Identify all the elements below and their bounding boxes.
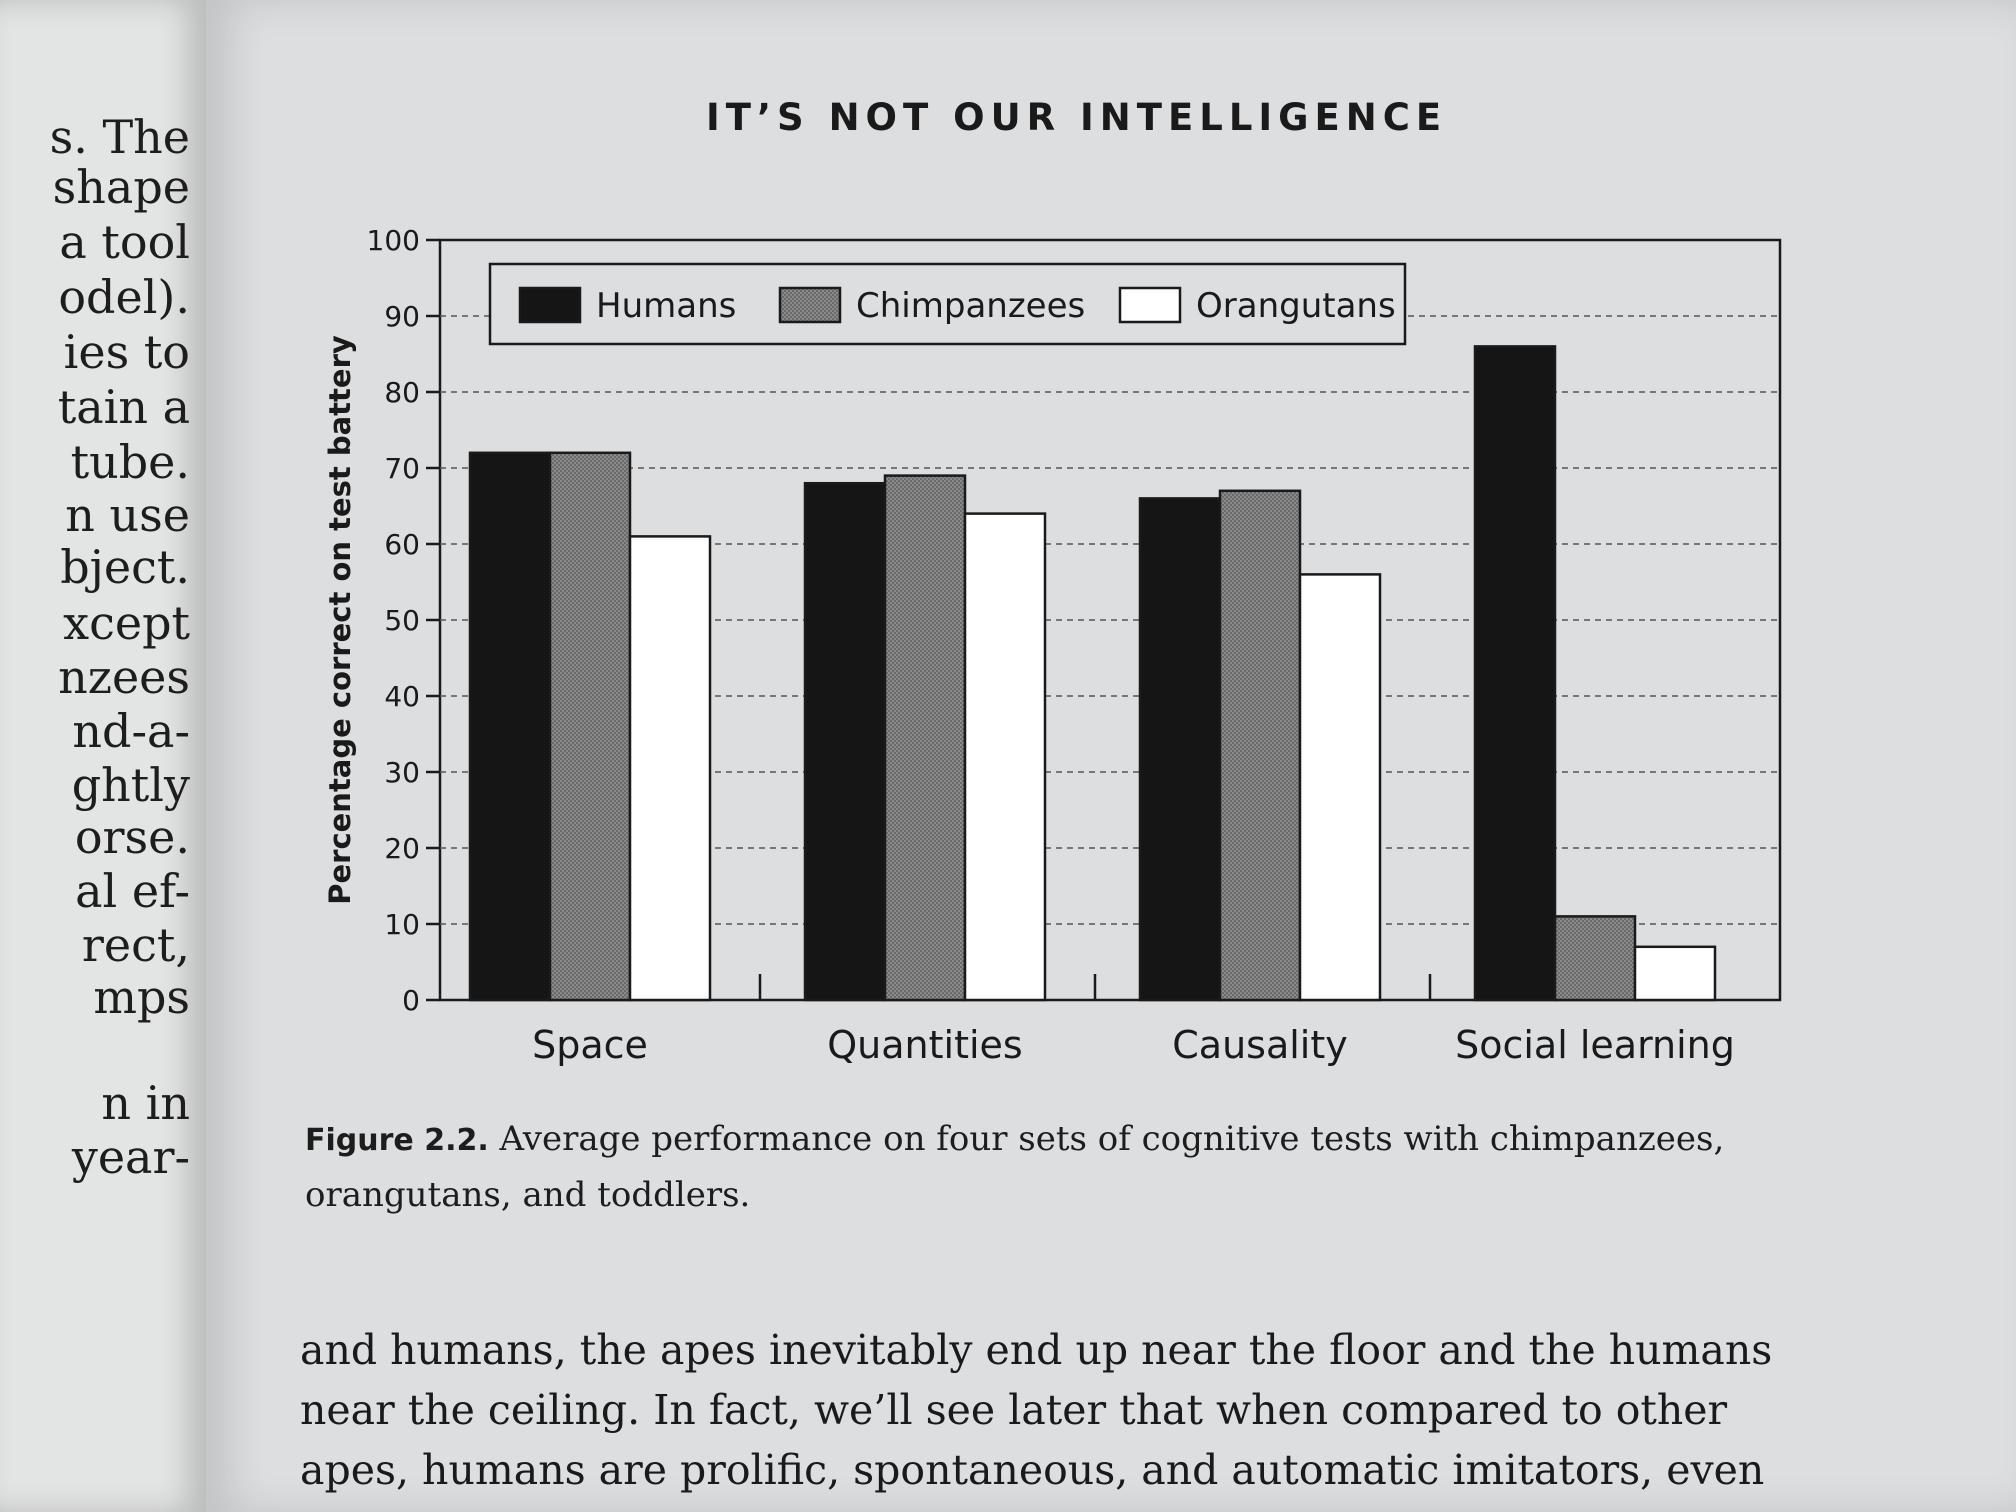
y-tick-label: 40	[384, 680, 420, 713]
left-page-line: rect,	[81, 918, 190, 972]
x-tick-label: Quantities	[827, 1023, 1022, 1067]
body-text: and humans, the apes inevitably end up n…	[300, 1320, 1790, 1500]
left-page-line: n in	[101, 1076, 190, 1130]
left-page-line: shape	[52, 160, 190, 214]
y-tick-label: 50	[384, 604, 420, 637]
x-axis: Space Quantities Causality Social learning	[532, 974, 1735, 1067]
legend-swatch-humans	[518, 286, 582, 324]
bar-orangutans-causality	[1298, 573, 1382, 1002]
running-head: IT’S NOT OUR INTELLIGENCE	[706, 96, 1448, 139]
body-line: near the ceiling. In fact, we’ll see lat…	[300, 1386, 1728, 1434]
bar-humans-space	[468, 451, 552, 1002]
left-page-line: s. The	[49, 110, 190, 164]
bar-orangutans-social-learning	[1633, 945, 1717, 1002]
body-line: apes, humans are prolific, spontaneous, …	[300, 1446, 1765, 1494]
left-page-line: xcept	[63, 596, 190, 650]
bar-chimpanzees-causality	[1218, 489, 1302, 1002]
legend-box	[488, 262, 1407, 346]
y-axis-label: Percentage correct on test battery	[323, 335, 357, 905]
y-tick-label: 30	[384, 756, 420, 789]
legend-label-humans: Humans	[596, 286, 736, 326]
bar-orangutans-space	[628, 535, 712, 1002]
bar-chart: 0 10 20 30 40 50 60 70 80 90 100 Percentage correc…	[323, 224, 1782, 1067]
y-tick-label: 70	[384, 452, 420, 485]
left-page-line: al ef-	[75, 864, 190, 918]
left-page-line: orse.	[74, 810, 190, 864]
y-tick-label: 20	[384, 832, 420, 865]
legend-label-orangutans: Orangutans	[1196, 286, 1396, 326]
y-tick-label: 0	[402, 984, 420, 1017]
y-tick-label: 60	[384, 528, 420, 561]
left-page-line: nd-a-	[72, 704, 190, 758]
left-page-line: ies to	[63, 325, 190, 379]
legend: Humans Chimpanzees Orangutans	[488, 262, 1407, 346]
left-page-line: n use	[65, 488, 190, 542]
left-page-line: year-	[71, 1130, 190, 1184]
bar-chimpanzees-quantities	[883, 474, 967, 1002]
x-tick-label: Social learning	[1455, 1023, 1735, 1067]
y-tick-label: 90	[384, 300, 420, 333]
x-tick-label: Space	[532, 1023, 648, 1067]
left-page: s. The shape a tool odel). ies to tain a tube.…	[0, 0, 208, 1512]
caption-label: Figure 2.2.	[305, 1123, 489, 1158]
left-page-line: nzees	[58, 650, 190, 704]
left-page-line: odel).	[58, 270, 190, 324]
left-page-line: bject.	[60, 540, 190, 594]
left-page-line: a tool	[59, 215, 190, 269]
bar-humans-quantities	[803, 481, 887, 1002]
y-tick-label: 100	[367, 224, 420, 257]
y-axis: 0 10 20 30 40 50 60 70 80 90 100	[367, 224, 440, 1017]
body-line: and humans, the apes inevitably end up n…	[300, 1326, 1773, 1374]
left-page-line: ghtly	[71, 758, 190, 812]
bar-chimpanzees-space	[548, 451, 632, 1002]
bars	[468, 345, 1717, 1002]
legend-swatch-orangutans	[1118, 286, 1182, 324]
figure-caption: Figure 2.2. Average performance on four …	[305, 1112, 1795, 1222]
x-tick-label: Causality	[1172, 1023, 1348, 1067]
legend-swatch-chimpanzees	[778, 286, 842, 324]
caption-text: Average performance on four sets of cogn…	[305, 1119, 1725, 1215]
bar-humans-causality	[1138, 497, 1222, 1002]
bar-humans-social-learning	[1473, 345, 1557, 1002]
left-page-line: tube.	[70, 435, 190, 489]
bar-orangutans-quantities	[963, 512, 1047, 1002]
bar-chimpanzees-social-learning	[1553, 915, 1637, 1002]
left-page-line: tain a	[57, 380, 190, 434]
y-tick-label: 80	[384, 376, 420, 409]
left-page-line: mps	[93, 970, 190, 1024]
y-tick-label: 10	[384, 908, 420, 941]
legend-label-chimpanzees: Chimpanzees	[856, 286, 1085, 326]
